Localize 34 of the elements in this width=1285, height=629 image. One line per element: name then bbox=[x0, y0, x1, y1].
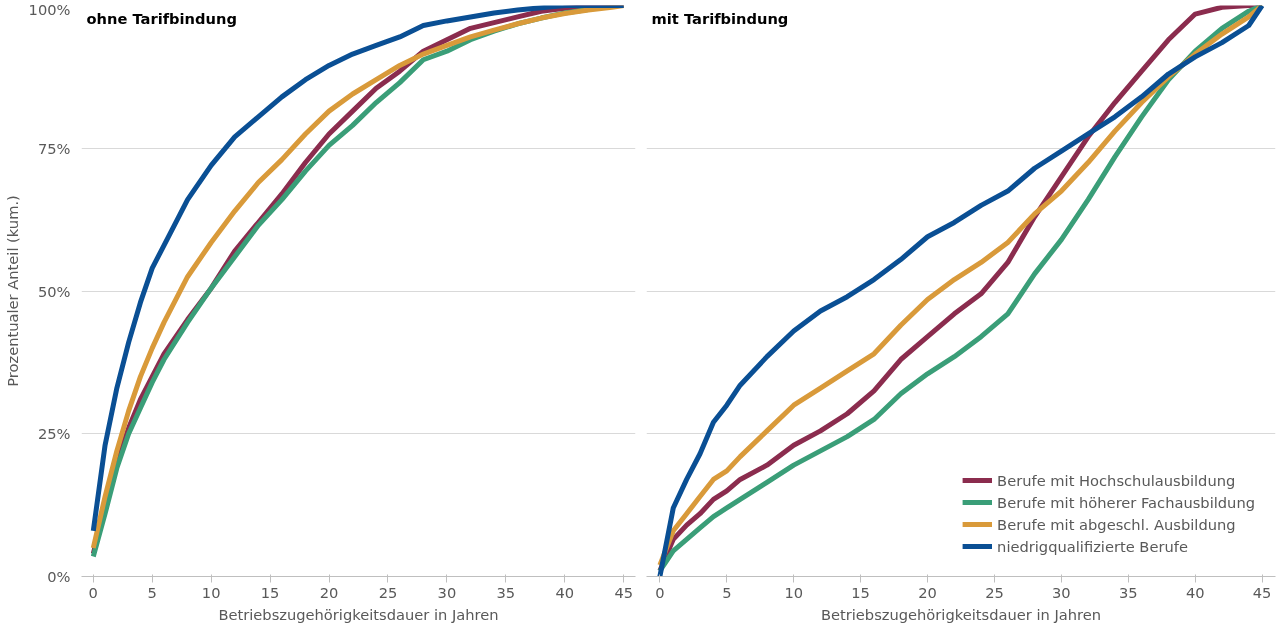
x-tick-label: 25 bbox=[985, 583, 1004, 601]
y-tick-label: 100% bbox=[28, 0, 71, 18]
x-tick-label: 5 bbox=[722, 583, 732, 601]
x-tick-label: 0 bbox=[655, 583, 665, 601]
x-tick-label: 5 bbox=[147, 583, 157, 601]
x-tick-label: 40 bbox=[1185, 583, 1205, 601]
legend-label: Berufe mit höherer Fachausbildung bbox=[997, 493, 1255, 511]
y-axis-title: Prozentualer Anteil (kum.) bbox=[3, 195, 21, 387]
x-axis-title: Betriebszugehörigkeitsdauer in Jahren bbox=[218, 605, 499, 623]
y-tick-label: 50% bbox=[37, 282, 71, 300]
x-tick-label: 45 bbox=[1252, 583, 1272, 601]
legend-label: Berufe mit abgeschl. Ausbildung bbox=[997, 515, 1236, 533]
x-tick-label: 20 bbox=[319, 583, 339, 601]
x-tick-label: 15 bbox=[260, 583, 280, 601]
legend-label: niedrigqualifizierte Berufe bbox=[997, 537, 1188, 555]
x-tick-label: 45 bbox=[614, 583, 634, 601]
y-tick-label: 0% bbox=[47, 568, 71, 585]
legend-label: Berufe mit Hochschulausbildung bbox=[997, 471, 1236, 489]
x-tick-label: 15 bbox=[851, 583, 870, 601]
x-tick-label: 35 bbox=[496, 583, 516, 601]
x-tick-label: 40 bbox=[555, 583, 575, 601]
x-tick-label: 30 bbox=[1052, 583, 1071, 601]
y-tick-label: 75% bbox=[37, 139, 71, 157]
chart-title: mit Tarifbindung bbox=[651, 9, 789, 27]
x-tick-label: 10 bbox=[201, 583, 221, 601]
x-tick-label: 20 bbox=[918, 583, 937, 601]
chart-title: ohne Tarifbindung bbox=[86, 9, 237, 27]
y-tick-label: 25% bbox=[37, 425, 71, 443]
x-tick-label: 10 bbox=[784, 583, 804, 601]
x-tick-label: 35 bbox=[1118, 583, 1138, 601]
x-axis-title: Betriebszugehörigkeitsdauer in Jahren bbox=[820, 605, 1102, 623]
x-tick-label: 0 bbox=[88, 583, 98, 601]
x-tick-label: 25 bbox=[378, 583, 398, 601]
x-tick-label: 30 bbox=[437, 583, 457, 601]
